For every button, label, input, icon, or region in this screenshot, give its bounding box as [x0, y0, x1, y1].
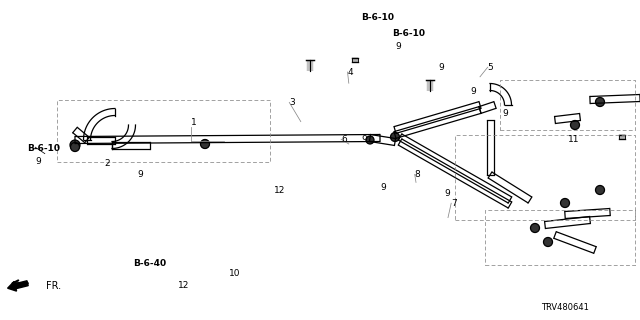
Text: 9: 9 — [138, 170, 143, 179]
Circle shape — [70, 140, 80, 150]
Circle shape — [390, 132, 399, 141]
Text: B-6-10: B-6-10 — [27, 144, 60, 153]
Circle shape — [531, 223, 540, 233]
Text: B-6-10: B-6-10 — [362, 13, 395, 22]
Circle shape — [561, 198, 570, 207]
Text: 11: 11 — [568, 135, 580, 144]
Text: 9: 9 — [502, 109, 508, 118]
Text: B-6-10: B-6-10 — [392, 29, 425, 38]
Text: 9: 9 — [438, 63, 444, 72]
Circle shape — [570, 121, 579, 130]
Text: 9: 9 — [381, 183, 387, 192]
Text: 4: 4 — [348, 68, 353, 76]
Circle shape — [366, 136, 374, 144]
Circle shape — [201, 140, 209, 148]
FancyArrow shape — [8, 281, 28, 291]
Text: 1: 1 — [191, 118, 196, 127]
Text: FR.: FR. — [46, 281, 61, 292]
Text: 7: 7 — [451, 199, 457, 208]
Circle shape — [543, 237, 552, 246]
Text: 12: 12 — [274, 186, 285, 195]
Text: 2: 2 — [104, 159, 110, 168]
Text: 9: 9 — [445, 189, 451, 198]
Text: 10: 10 — [229, 269, 241, 278]
Circle shape — [595, 98, 605, 107]
Text: 9: 9 — [36, 157, 42, 166]
Text: 12: 12 — [178, 281, 189, 290]
Text: 5: 5 — [488, 63, 493, 72]
Text: 9: 9 — [362, 135, 367, 144]
Circle shape — [595, 186, 605, 195]
Circle shape — [200, 140, 209, 148]
Circle shape — [70, 142, 79, 151]
Text: 9: 9 — [470, 87, 476, 96]
Text: B-6-40: B-6-40 — [133, 260, 166, 268]
Text: 9: 9 — [396, 42, 401, 51]
Text: 8: 8 — [415, 170, 420, 179]
Text: TRV480641: TRV480641 — [541, 303, 589, 312]
Text: 3: 3 — [289, 98, 295, 107]
Text: 6: 6 — [341, 135, 347, 144]
